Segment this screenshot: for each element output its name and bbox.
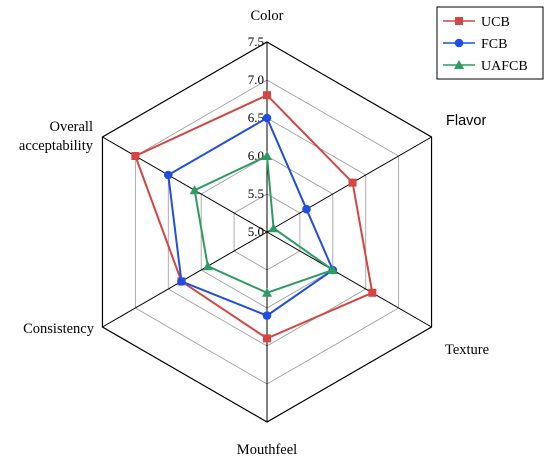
radar-tick-label: 6.5	[248, 110, 264, 125]
axis-label-mouthfeel: Mouthfeel	[237, 442, 297, 458]
series-fcb	[163, 113, 338, 320]
data-point-uafcb-texture	[327, 265, 338, 274]
legend-label-ucb: UCB	[481, 15, 510, 30]
series-line-ucb	[134, 93, 374, 340]
radar-tick-label: 7.0	[248, 72, 264, 87]
axis-label-color: Color	[250, 8, 283, 24]
data-point-ucb-flavor	[348, 178, 357, 187]
radar-series	[131, 91, 377, 343]
data-point-fcb-mouthfeel	[262, 311, 272, 320]
axis-label-overall: Overall acceptability	[19, 119, 94, 154]
axis-label-flavor: Flavor	[446, 113, 486, 129]
data-point-ucb-mouthfeel	[263, 334, 271, 343]
radar-spoke-texture	[266, 231, 432, 328]
data-point-uafcb-mouthfeel	[262, 287, 272, 297]
data-point-ucb-texture	[368, 288, 377, 297]
legend-item-fcb: FCB	[443, 37, 507, 52]
data-point-uafcb-consistency	[202, 261, 213, 271]
radar-spoke-overall	[102, 136, 268, 233]
radar-tick-labels: 5.05.56.06.57.07.5	[248, 34, 264, 239]
axis-label-texture: Texture	[445, 342, 489, 358]
legend-item-uafcb: UAFCB	[443, 59, 528, 74]
data-point-fcb-flavor	[302, 204, 311, 214]
data-point-uafcb-overall	[189, 185, 200, 195]
axis-label-consistency: Consistency	[23, 321, 95, 337]
series-uafcb	[189, 151, 338, 297]
radar-tick-label: 7.5	[248, 34, 264, 49]
data-point-fcb-color	[262, 113, 272, 123]
legend-marker-fcb	[454, 38, 464, 48]
legend-item-ucb: UCB	[443, 15, 510, 30]
data-point-uafcb-flavor	[268, 223, 279, 233]
radar-tick-label: 5.5	[248, 186, 264, 201]
legend-marker-uafcb	[454, 60, 464, 69]
legend: UCB FCB UAFCB	[436, 6, 544, 80]
data-point-fcb-consistency	[177, 277, 186, 286]
legend-label-fcb: FCB	[481, 37, 507, 52]
data-point-fcb-overall	[163, 170, 173, 180]
radar-axis-labels: Color Flavor Texture Mouthfeel Consistency Ov…	[19, 8, 489, 458]
radar-tick-label: 5.0	[248, 224, 264, 239]
legend-label-uafcb: UAFCB	[481, 59, 528, 74]
data-point-uafcb-color	[262, 151, 272, 160]
data-point-ucb-overall	[131, 152, 140, 160]
legend-marker-ucb	[455, 17, 463, 25]
data-point-ucb-color	[263, 91, 271, 100]
